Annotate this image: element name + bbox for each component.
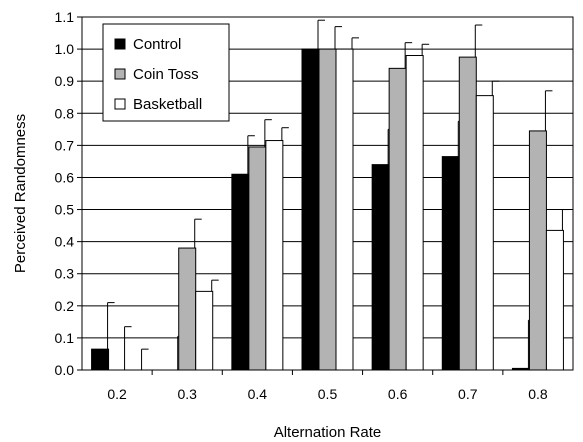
bar-control bbox=[231, 173, 250, 371]
bar-control bbox=[301, 48, 320, 371]
bar-basketball bbox=[545, 229, 564, 371]
y-axis-ticks: 0.0 0.1 0.2 0.3 0.4 0.5 0.6 0.7 0.8 0.9 1.0 1.1 bbox=[55, 9, 82, 378]
bar-basketball bbox=[335, 48, 354, 371]
bar-coin-toss bbox=[248, 146, 267, 371]
bar-coin-toss bbox=[388, 67, 407, 371]
y-tick-label: 0.4 bbox=[55, 234, 75, 250]
legend-swatch bbox=[114, 98, 126, 110]
bar-control bbox=[91, 348, 110, 371]
x-tick-label: 0.4 bbox=[248, 386, 268, 402]
bar-control bbox=[371, 164, 390, 371]
y-tick-label: 0.0 bbox=[55, 362, 75, 378]
y-tick-label: 0.5 bbox=[55, 202, 75, 218]
error-bars bbox=[107, 19, 570, 370]
bar-coin-toss bbox=[318, 48, 337, 371]
bar-coin-toss bbox=[528, 130, 547, 371]
bar-coin-toss bbox=[178, 247, 197, 371]
x-tick-label: 0.7 bbox=[458, 386, 478, 402]
legend-swatch bbox=[114, 68, 126, 80]
x-tick-label: 0.5 bbox=[318, 386, 338, 402]
bars bbox=[91, 48, 564, 371]
bar-basketball bbox=[195, 290, 214, 371]
y-tick-label: 0.2 bbox=[55, 298, 75, 314]
y-axis-label: Perceived Randomness bbox=[12, 114, 29, 273]
bar-basketball bbox=[475, 95, 494, 371]
x-axis-ticks: 0.2 0.3 0.4 0.5 0.6 0.7 0.8 bbox=[107, 370, 548, 402]
x-tick-label: 0.2 bbox=[107, 386, 127, 402]
bar-control bbox=[441, 156, 460, 371]
plot-frame bbox=[81, 16, 574, 371]
bar-coin-toss bbox=[458, 56, 477, 371]
y-tick-label: 0.8 bbox=[55, 105, 75, 121]
y-tick-label: 1.1 bbox=[55, 9, 75, 25]
legend-label: Basketball bbox=[133, 96, 202, 113]
bar-basketball bbox=[265, 140, 284, 371]
y-tick-label: 0.6 bbox=[55, 169, 75, 185]
bar-basketball bbox=[405, 55, 424, 371]
y-tick-label: 0.7 bbox=[55, 137, 75, 153]
x-tick-label: 0.8 bbox=[528, 386, 548, 402]
legend: Control Coin Toss Basketball bbox=[102, 23, 230, 122]
y-tick-label: 0.3 bbox=[55, 266, 75, 282]
legend-label: Control bbox=[133, 36, 181, 53]
x-tick-label: 0.6 bbox=[388, 386, 408, 402]
x-axis-label: Alternation Rate bbox=[274, 424, 382, 441]
x-tick-label: 0.3 bbox=[177, 386, 197, 402]
y-tick-label: 0.9 bbox=[55, 73, 75, 89]
y-tick-label: 1.0 bbox=[55, 41, 75, 57]
legend-swatch bbox=[114, 38, 126, 50]
y-tick-label: 0.1 bbox=[55, 330, 75, 346]
legend-label: Coin Toss bbox=[133, 66, 199, 83]
